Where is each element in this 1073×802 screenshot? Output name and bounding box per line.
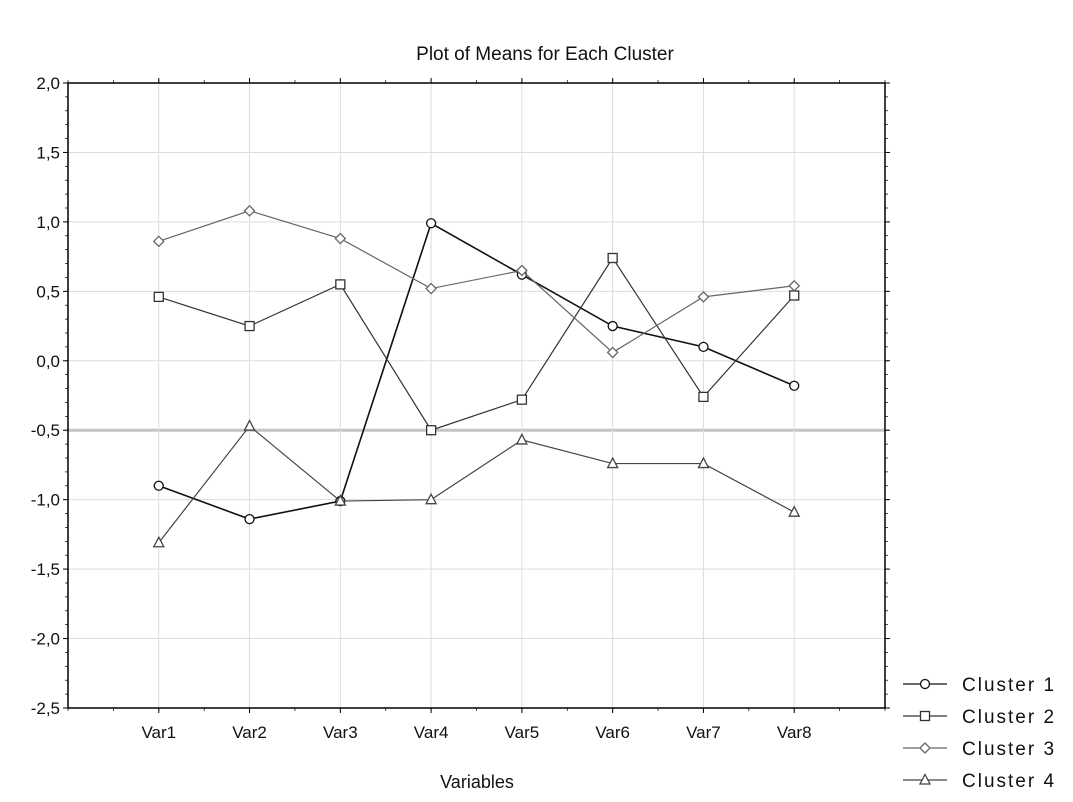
x-tick-label-var2: Var2 <box>232 723 267 742</box>
legend-cluster-1-label: Cluster 1 <box>962 675 1056 696</box>
legend: Cluster 1 Cluster 2 Cluster 3 Cluster 4 <box>903 675 1056 792</box>
legend-cluster-3: Cluster 3 <box>903 739 1056 760</box>
x-tick-label-var5: Var5 <box>505 723 540 742</box>
legend-cluster-3-label: Cluster 3 <box>962 739 1056 760</box>
series-cluster-1-point-var8 <box>789 380 800 391</box>
series-cluster-2 <box>153 252 800 436</box>
series-cluster-1-point-var1 <box>153 480 164 491</box>
chart-title: Plot of Means for Each Cluster <box>416 44 674 65</box>
series-cluster-4-point-var5 <box>515 433 528 445</box>
y-tick-label: 1,0 <box>36 213 60 232</box>
legend-cluster-4-swatch-marker <box>918 773 932 785</box>
series-cluster-4-point-var3 <box>334 494 347 506</box>
series-cluster-3-point-var8 <box>788 279 801 292</box>
legend-cluster-1: Cluster 1 <box>903 675 1056 696</box>
series-cluster-1-point-var2 <box>244 513 255 525</box>
series-cluster-2-point-var4 <box>425 425 437 436</box>
series-cluster-1 <box>153 218 800 525</box>
series-cluster-4-point-var8 <box>788 505 801 517</box>
series-cluster-4 <box>152 419 801 548</box>
series-cluster-4-point-var2 <box>243 419 256 431</box>
y-tick-label: -2,5 <box>31 699 60 718</box>
series-cluster-2-point-var7 <box>698 391 709 403</box>
legend-cluster-4-label: Cluster 4 <box>962 771 1056 792</box>
legend-cluster-2-swatch-marker <box>919 710 931 722</box>
series-cluster-3-point-var4 <box>425 282 438 295</box>
y-tick-label: -0,5 <box>31 421 60 440</box>
series-cluster-1-point-var7 <box>698 341 709 353</box>
series-cluster-2-point-var6 <box>607 252 618 264</box>
x-tick-label-var3: Var3 <box>323 723 358 742</box>
y-tick-label: 0,0 <box>36 352 60 371</box>
series-cluster-1-line <box>158 222 795 520</box>
series-cluster-4-point-var1 <box>152 535 165 548</box>
series-cluster-4-point-var7 <box>697 456 710 469</box>
series-layer <box>152 204 801 548</box>
series-cluster-2-line <box>158 256 795 431</box>
series-cluster-3-point-var1 <box>152 235 165 248</box>
axis-ticks: 2,0 1,5 1,0 0,5 0,0 -0,5 -1,0 -1,5 -2,0 -2,5 Var1 V… <box>31 74 890 742</box>
y-tick-label: -2,0 <box>31 630 60 649</box>
y-tick-label: -1,0 <box>31 491 60 510</box>
x-tick-label-var8: Var8 <box>777 723 812 742</box>
series-cluster-3-point-var3 <box>334 232 347 245</box>
x-tick-label-var6: Var6 <box>595 723 630 742</box>
y-tick-label: -1,5 <box>31 560 60 579</box>
x-tick-label-var1: Var1 <box>141 723 176 742</box>
series-cluster-3-point-var2 <box>243 204 256 217</box>
legend-cluster-1-swatch-marker <box>919 678 931 690</box>
legend-cluster-3-swatch-marker <box>919 742 931 754</box>
series-cluster-4-point-var6 <box>606 456 619 469</box>
series-cluster-2-point-var1 <box>153 291 164 303</box>
legend-cluster-4: Cluster 4 <box>903 771 1056 792</box>
plot-area-frame <box>67 82 886 709</box>
series-cluster-3-point-var6 <box>606 346 619 359</box>
series-cluster-1-point-var4 <box>425 218 437 229</box>
series-cluster-2-point-var2 <box>244 320 255 332</box>
legend-cluster-2: Cluster 2 <box>903 707 1056 728</box>
series-cluster-4-point-var4 <box>425 492 438 505</box>
y-tick-label: 2,0 <box>36 74 60 93</box>
y-tick-label: 1,5 <box>36 143 60 162</box>
x-tick-label-var4: Var4 <box>414 723 449 742</box>
x-tick-label-var7: Var7 <box>686 723 721 742</box>
series-cluster-1-point-var6 <box>607 320 618 332</box>
y-tick-label: 0,5 <box>36 282 60 301</box>
series-cluster-3-point-var5 <box>515 264 528 277</box>
series-cluster-3-point-var7 <box>697 290 710 303</box>
legend-cluster-2-label: Cluster 2 <box>962 707 1056 728</box>
series-cluster-3 <box>152 204 801 359</box>
grid-lines <box>68 82 885 709</box>
series-cluster-2-point-var3 <box>335 279 346 290</box>
series-cluster-2-point-var8 <box>789 290 800 301</box>
series-cluster-4-line <box>158 425 795 544</box>
x-axis-label: Variables <box>440 772 514 792</box>
series-cluster-2-point-var5 <box>516 394 528 405</box>
series-cluster-3-line <box>158 210 795 354</box>
